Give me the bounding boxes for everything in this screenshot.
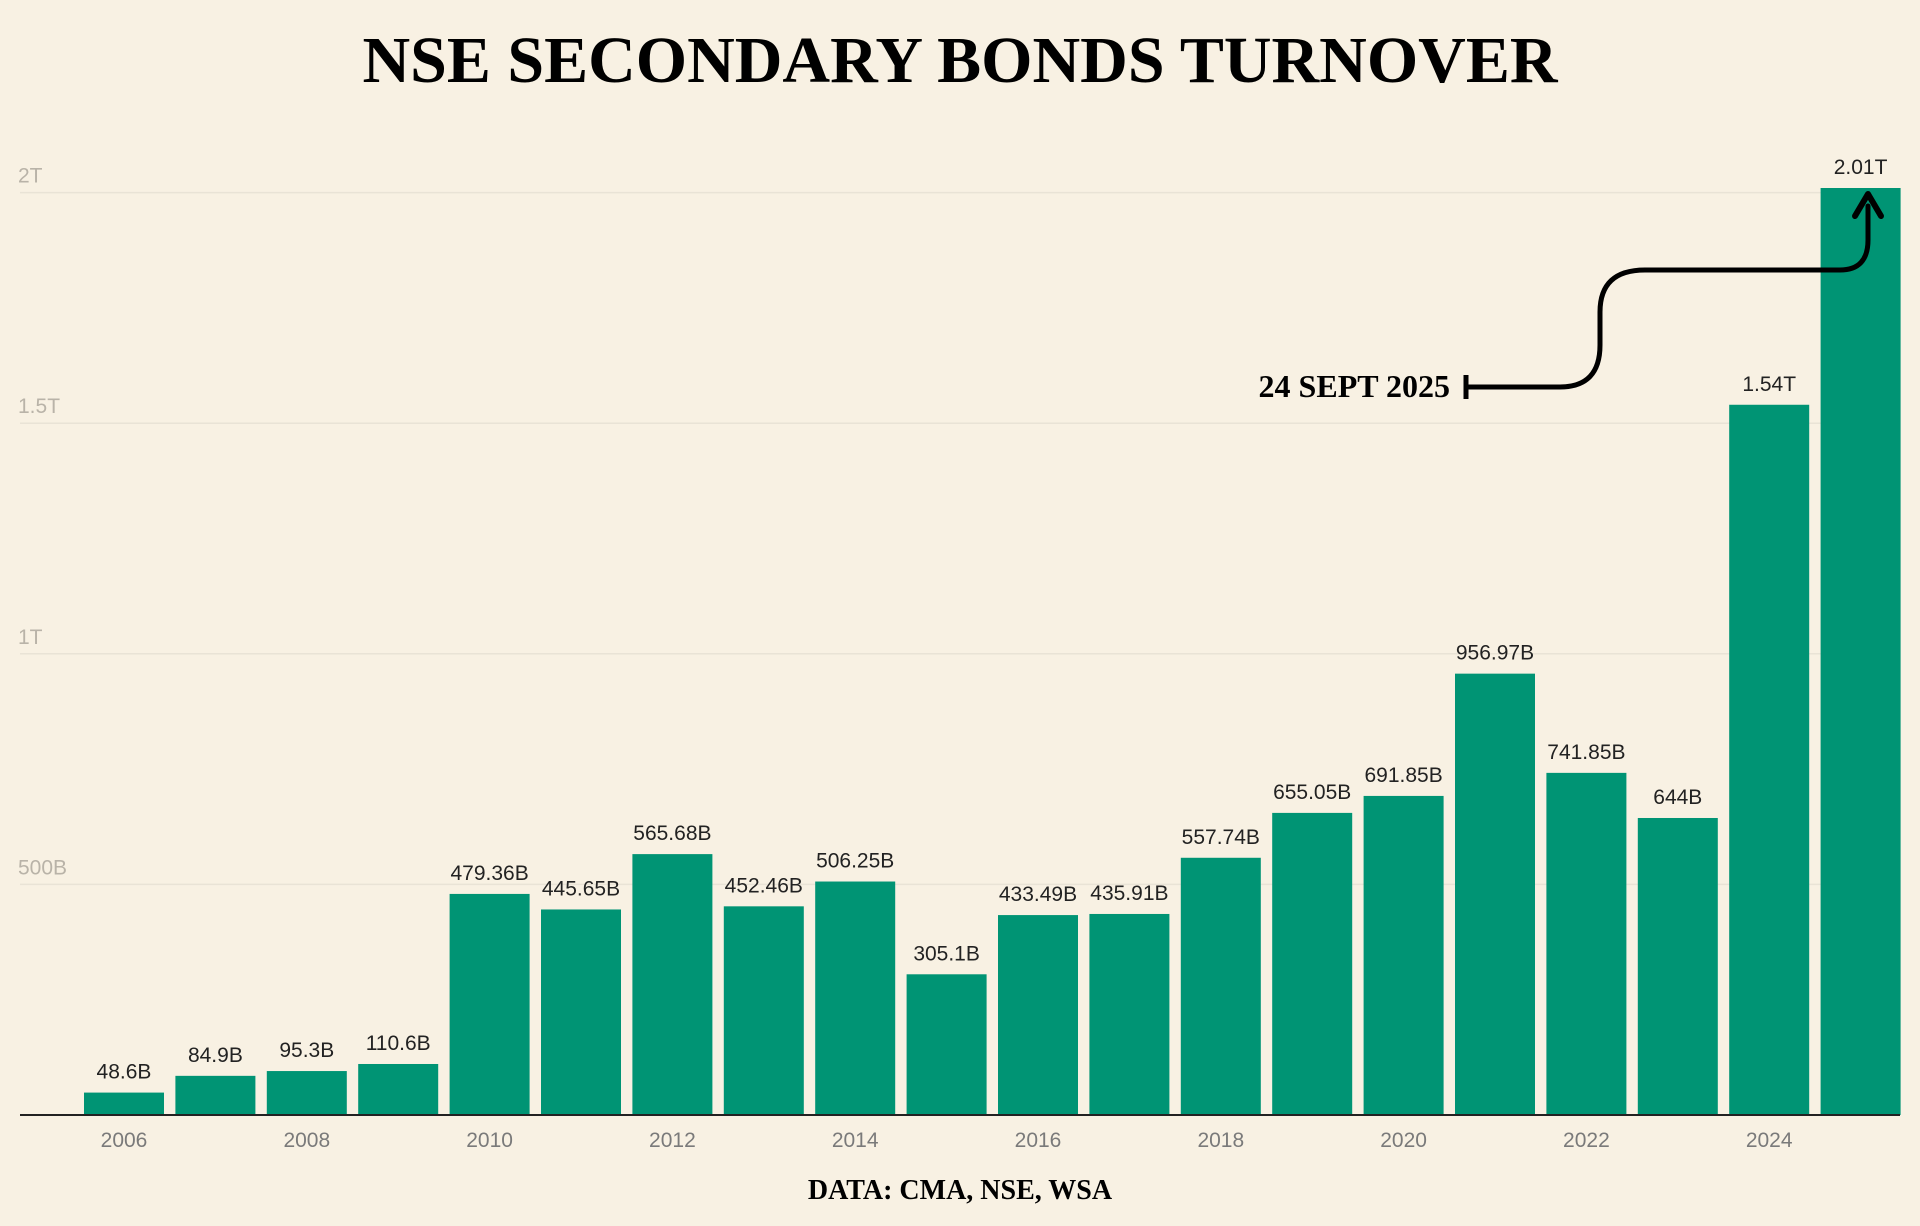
y-axis-ticks: 500B 1T 1.5T 2T	[18, 165, 67, 880]
data-label-2009: 110.6B	[366, 1032, 431, 1055]
data-label-2023: 644B	[1653, 786, 1702, 809]
data-label-2022: 741.85B	[1547, 741, 1625, 764]
bar-2019	[1272, 812, 1353, 1115]
data-label-2008: 95.3B	[279, 1039, 334, 1062]
y-tick-label: 1T	[18, 626, 43, 649]
annotation: 24 SEPT 2025	[1259, 191, 1884, 404]
bar-2016	[998, 915, 1078, 1115]
x-tick-label-2016: 2016	[1015, 1129, 1062, 1152]
y-tick-label: 500B	[18, 856, 67, 879]
data-label-2011: 445.65B	[542, 877, 620, 900]
bar-2011	[541, 909, 621, 1115]
bars	[84, 188, 1901, 1115]
bar-2020	[1363, 795, 1444, 1115]
data-label-2010: 479.36B	[450, 862, 528, 885]
x-tick-label-2012: 2012	[649, 1129, 696, 1152]
bar-2025	[1820, 188, 1901, 1115]
data-label-2007: 84.9B	[188, 1044, 243, 1067]
x-tick-label-2022: 2022	[1563, 1129, 1610, 1152]
data-label-2014: 506.25B	[816, 850, 894, 873]
annotation-text: 24 SEPT 2025	[1259, 368, 1450, 404]
x-tick-label-2010: 2010	[466, 1129, 513, 1152]
x-tick-label-2008: 2008	[283, 1129, 330, 1152]
annotation-connector	[1463, 203, 1871, 390]
bar-2008	[266, 1071, 347, 1115]
data-label-2021: 956.97B	[1456, 642, 1534, 665]
x-tick-label-2014: 2014	[832, 1129, 879, 1152]
annotation-arrowhead-icon	[1852, 191, 1884, 219]
bar-2014	[815, 881, 896, 1115]
bar-2018	[1180, 857, 1261, 1115]
data-label-2018: 557.74B	[1182, 826, 1260, 849]
x-tick-label-2006: 2006	[101, 1129, 148, 1152]
bar-2022	[1546, 772, 1627, 1115]
x-tick-label-2018: 2018	[1197, 1129, 1244, 1152]
data-label-2012: 565.68B	[633, 822, 711, 845]
data-label-2016: 433.49B	[999, 883, 1077, 906]
data-label-2015: 305.1B	[913, 942, 980, 965]
data-label-2006: 48.6B	[97, 1061, 152, 1084]
data-label-2013: 452.46B	[725, 874, 803, 897]
x-tick-label-2024: 2024	[1746, 1129, 1793, 1152]
bar-2024	[1729, 404, 1810, 1115]
data-label-2020: 691.85B	[1364, 764, 1442, 787]
source-note: DATA: CMA, NSE, WSA	[808, 1175, 1113, 1206]
x-tick-label-2020: 2020	[1380, 1129, 1427, 1152]
data-label-2019: 655.05B	[1273, 781, 1351, 804]
bar-2010	[449, 893, 530, 1115]
bar-2023	[1637, 817, 1718, 1115]
bar-2006	[84, 1092, 164, 1115]
bar-2013	[723, 906, 804, 1115]
bar-2007	[175, 1075, 256, 1115]
y-tick-label: 2T	[18, 165, 43, 188]
bar-2015	[906, 974, 987, 1115]
data-label-2024: 1.54T	[1742, 373, 1796, 396]
bar-2012	[632, 854, 713, 1115]
data-label-2025: 2.01T	[1834, 156, 1888, 179]
bar-2009	[358, 1063, 439, 1115]
x-axis-ticks: 2006 2008 2010 2012 2014 2016 2018 2020 2022 2024	[101, 1129, 1793, 1152]
data-label-2017: 435.91B	[1090, 882, 1168, 905]
bar-2021	[1455, 673, 1535, 1115]
chart-title: NSE SECONDARY BONDS TURNOVER	[362, 24, 1558, 97]
bar-2017	[1089, 913, 1170, 1115]
y-tick-label: 1.5T	[18, 395, 60, 418]
data-labels: 48.6B 84.9B 95.3B 110.6B 479.36B 445.65B 565.6…	[97, 156, 1888, 1084]
